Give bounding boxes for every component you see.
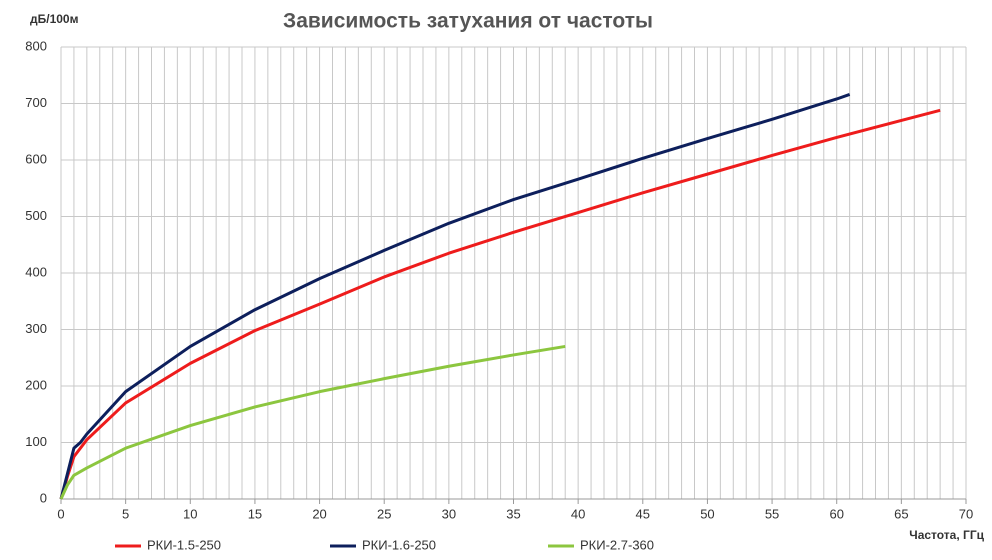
y-tick-label: 100 — [25, 434, 47, 449]
y-tick-label: 800 — [25, 38, 47, 53]
legend-label: РКИ-2.7-360 — [580, 537, 654, 552]
x-tick-label: 45 — [636, 506, 650, 521]
y-tick-label: 600 — [25, 151, 47, 166]
y-tick-label: 500 — [25, 208, 47, 223]
x-tick-label: 35 — [506, 506, 520, 521]
y-tick-label: 300 — [25, 321, 47, 336]
x-tick-label: 25 — [377, 506, 391, 521]
x-tick-label: 50 — [700, 506, 714, 521]
legend-label: РКИ-1.5-250 — [147, 537, 221, 552]
x-tick-label: 5 — [122, 506, 129, 521]
y-axis-label: дБ/100м — [30, 12, 79, 26]
y-tick-label: 400 — [25, 264, 47, 279]
series-line — [59, 93, 851, 500]
x-tick-label: 0 — [57, 506, 64, 521]
x-tick-label: 30 — [442, 506, 456, 521]
y-tick-label: 700 — [25, 95, 47, 110]
chart-title: Зависимость затухания от частоты — [283, 10, 653, 33]
x-tick-label: 60 — [829, 506, 843, 521]
series-line — [59, 108, 941, 500]
x-tick-label: 70 — [959, 506, 973, 521]
x-tick-label: 65 — [894, 506, 908, 521]
y-tick-label: 200 — [25, 377, 47, 392]
legend-label: РКИ-1.6-250 — [362, 537, 436, 552]
y-tick-label: 0 — [40, 490, 47, 505]
x-tick-label: 40 — [571, 506, 585, 521]
series-line — [59, 344, 566, 500]
x-tick-label: 55 — [765, 506, 779, 521]
x-axis-label: Частота, ГГц — [909, 528, 984, 542]
x-tick-label: 10 — [183, 506, 197, 521]
x-tick-label: 15 — [248, 506, 262, 521]
x-tick-label: 20 — [312, 506, 326, 521]
